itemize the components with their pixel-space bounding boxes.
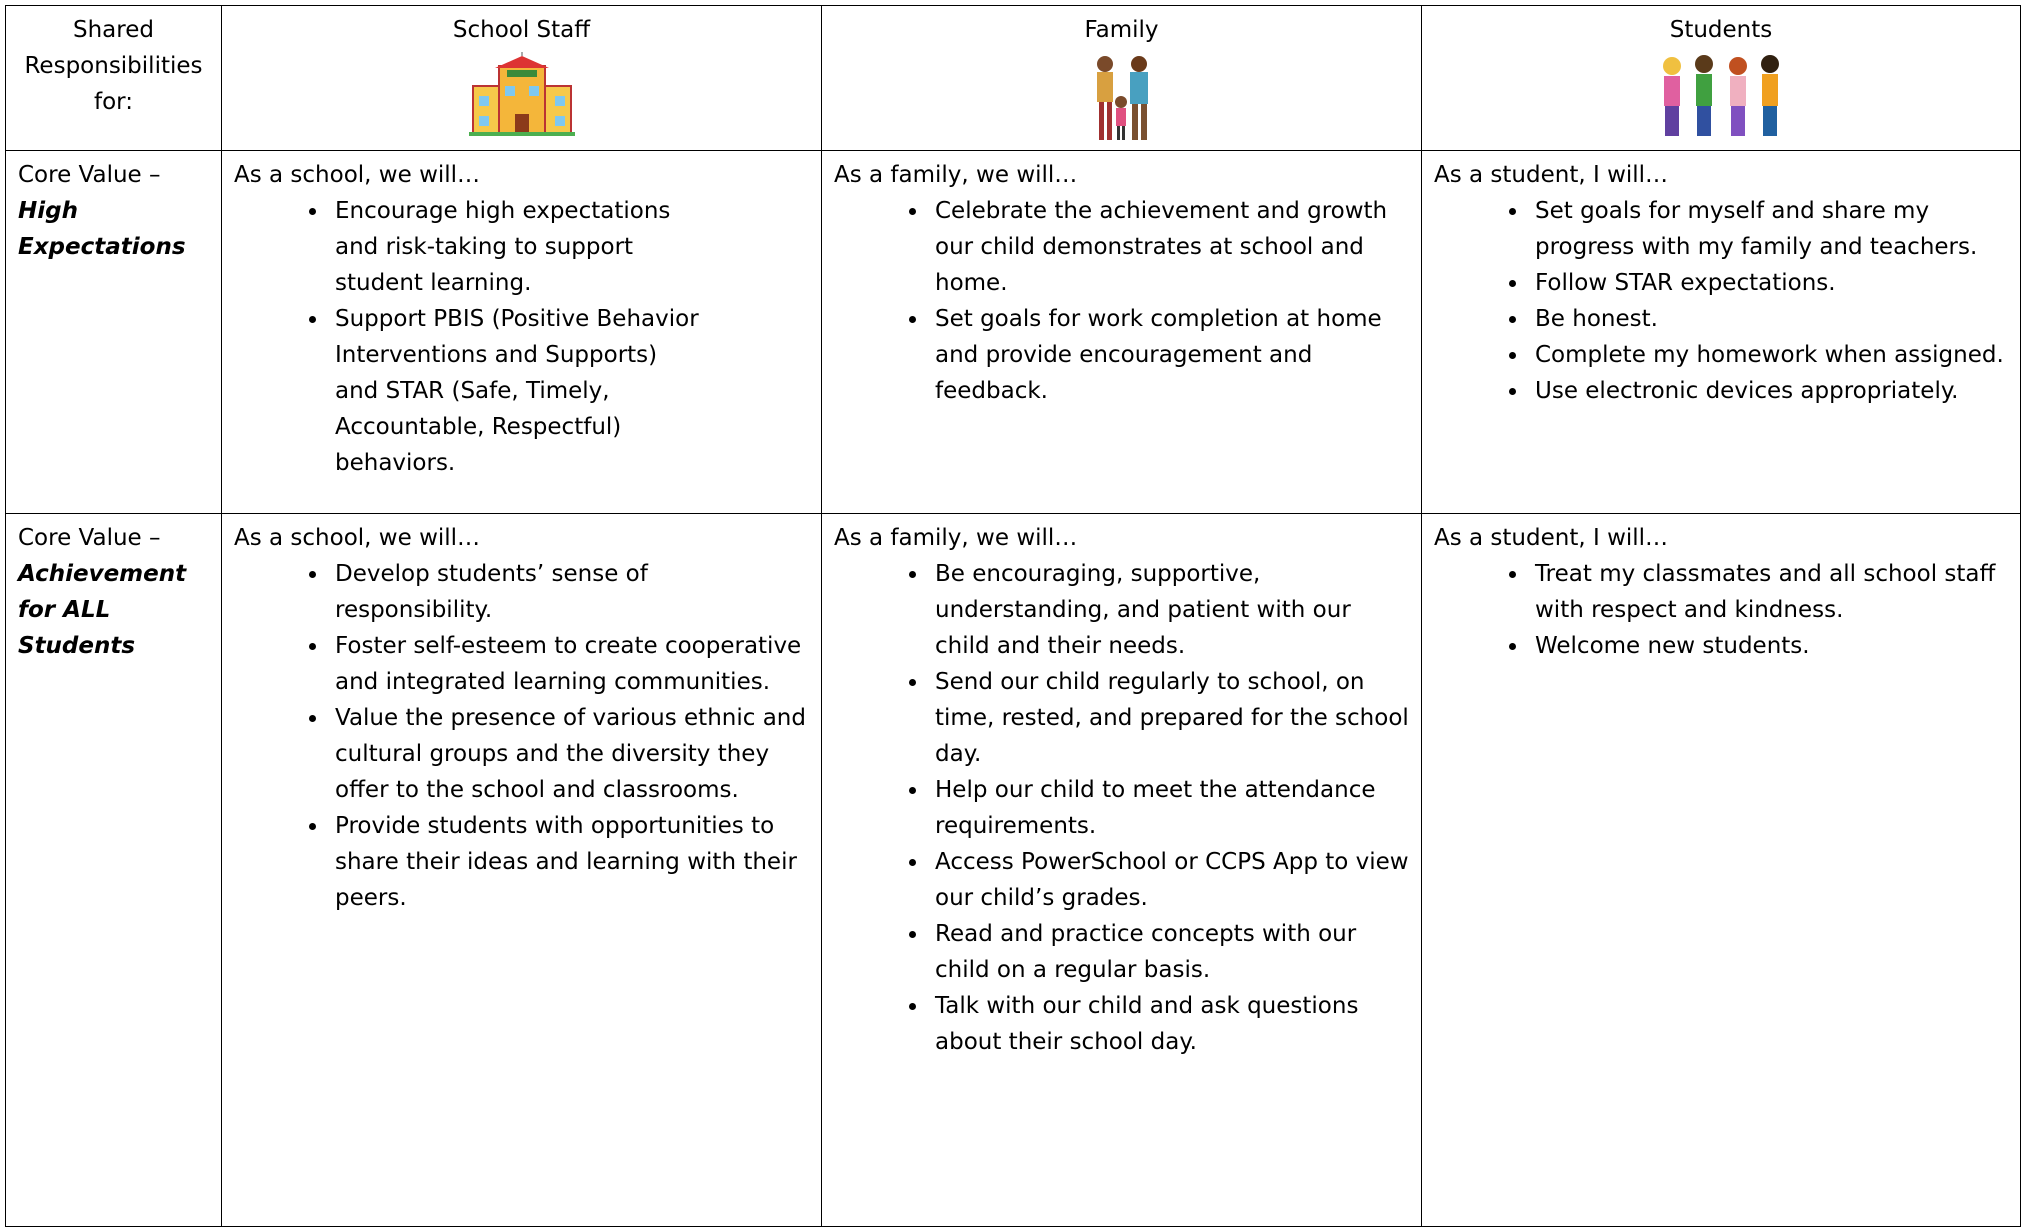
cell-intro: As a family, we will… [834, 162, 1078, 188]
students-icon [1663, 55, 1779, 136]
bullet-item: Follow STAR expectations. [1529, 265, 2008, 301]
header-text: Students [1669, 17, 1773, 43]
bullet-item: Send our child regularly to school, on t… [929, 664, 1409, 772]
core-value-prefix: Core Value – [18, 525, 161, 551]
content-cell: As a school, we will… Develop students’ s… [221, 513, 822, 1227]
bullet-item: Access PowerSchool or CCPS App to view o… [929, 844, 1409, 916]
bullet-item: Welcome new students. [1529, 628, 2008, 664]
bullet-list: Celebrate the achievement and growth our… [834, 193, 1409, 409]
label-cell: Core Value – Achievement for ALL Students [5, 513, 222, 1227]
table-row: Core Value – High Expectations As a school… [5, 150, 2021, 514]
cell-intro: As a student, I will… [1434, 162, 1669, 188]
content-cell: As a student, I will… Set goals for mysel… [1421, 150, 2021, 514]
bullet-item: Celebrate the achievement and growth our… [929, 193, 1409, 301]
bullet-item: Treat my classmates and all school staff… [1529, 556, 2008, 628]
header-cell: Students [1421, 5, 2021, 151]
bullet-item: Value the presence of various ethnic and… [329, 700, 809, 808]
bullet-item: Set goals for myself and share my progre… [1529, 193, 2008, 265]
content-cell: As a family, we will… Celebrate the achie… [821, 150, 1422, 514]
bullet-item: Provide students with opportunities to s… [329, 808, 809, 916]
bullet-item: Support PBIS (Positive Behavior Interven… [329, 301, 699, 481]
core-value-label: Achievement for ALL Students [18, 561, 187, 659]
content-cell: As a student, I will… Treat my classmates… [1421, 513, 2021, 1227]
school-icon [468, 52, 575, 136]
bullet-item: Be honest. [1529, 301, 2008, 337]
bullet-item: Help our child to meet the attendance re… [929, 772, 1409, 844]
content-cell: As a school, we will… Encourage high expe… [221, 150, 822, 514]
core-value-label: High Expectations [18, 198, 186, 260]
bullet-item: Foster self-esteem to create cooperative… [329, 628, 809, 700]
header-cell: Shared Responsibilities for: [5, 5, 222, 151]
core-value-prefix: Core Value – [18, 162, 161, 188]
responsibility-table: Shared Responsibilities for: School Staf… [5, 5, 2021, 1227]
bullet-item: Use electronic devices appropriately. [1529, 373, 2008, 409]
bullet-list: Encourage high expectations and risk-tak… [234, 193, 809, 481]
bullet-list: Develop students’ sense of responsibilit… [234, 556, 809, 916]
bullet-item: Encourage high expectations and risk-tak… [329, 193, 699, 301]
header-row: Shared Responsibilities for: School Staf… [5, 5, 2021, 151]
bullet-item: Be encouraging, supportive, understandin… [929, 556, 1409, 664]
table-row: Core Value – Achievement for ALL Students… [5, 513, 2021, 1227]
label-cell: Core Value – High Expectations [5, 150, 222, 514]
family-icon [1096, 56, 1148, 140]
bullet-list: Be encouraging, supportive, understandin… [834, 556, 1409, 1060]
header-text: Shared Responsibilities for: [24, 17, 203, 115]
cell-intro: As a student, I will… [1434, 525, 1669, 551]
cell-intro: As a school, we will… [234, 525, 481, 551]
body: Shared Responsibilities for: School Staf… [0, 0, 2023, 1083]
bullet-item: Develop students’ sense of responsibilit… [329, 556, 809, 628]
bullet-list: Treat my classmates and all school staff… [1434, 556, 2008, 664]
header-text: Family [1084, 17, 1159, 43]
cell-intro: As a school, we will… [234, 162, 481, 188]
header-cell: School Staff [221, 5, 822, 151]
bullet-item: Read and practice concepts with our chil… [929, 916, 1409, 988]
header-cell: Family [821, 5, 1422, 151]
bullet-item: Set goals for work completion at home an… [929, 301, 1409, 409]
bullet-list: Set goals for myself and share my progre… [1434, 193, 2008, 409]
bullet-item: Complete my homework when assigned. [1529, 337, 2008, 373]
bullet-item: Talk with our child and ask questions ab… [929, 988, 1409, 1060]
header-text: School Staff [452, 17, 591, 43]
content-cell: As a family, we will… Be encouraging, sup… [821, 513, 1422, 1227]
page: {"table":{ "header":["Shared Responsibil… [0, 0, 2023, 1083]
cell-intro: As a family, we will… [834, 525, 1078, 551]
